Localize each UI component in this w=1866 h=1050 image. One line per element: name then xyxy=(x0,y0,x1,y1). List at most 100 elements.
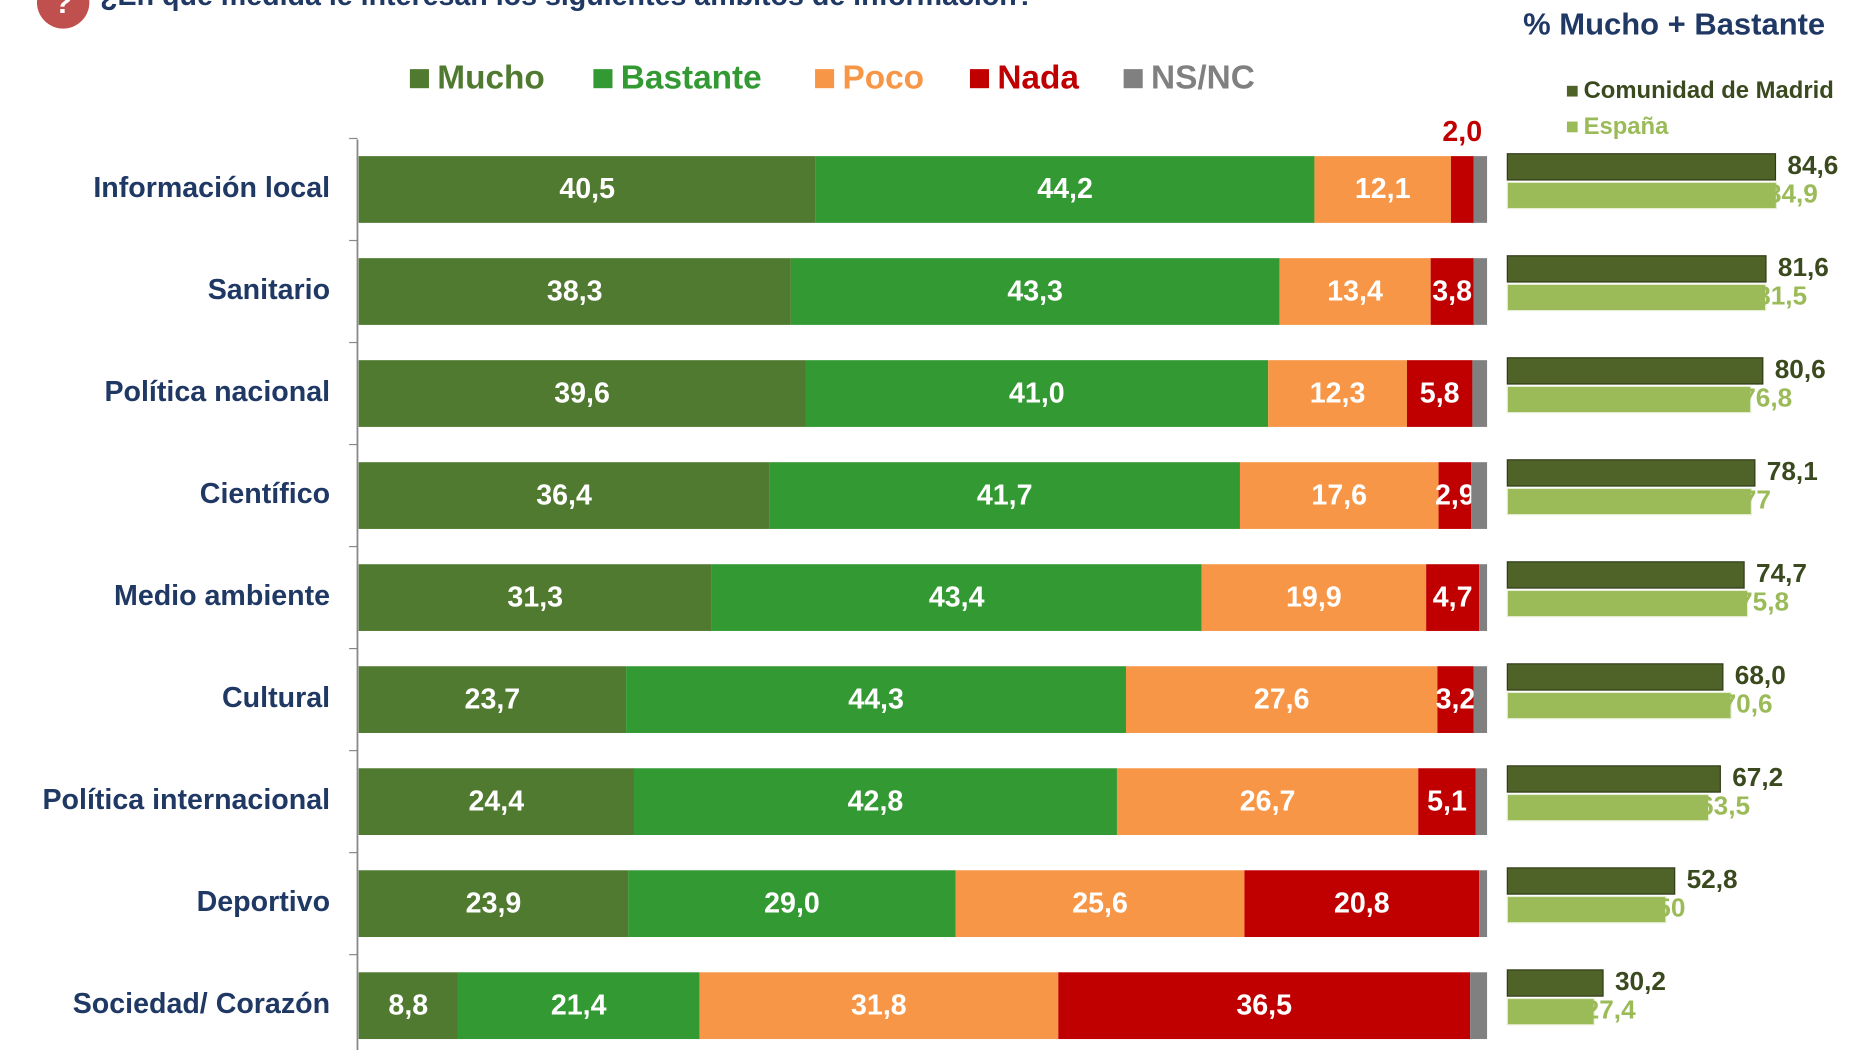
data-label: 70,6 xyxy=(1722,688,1773,718)
category-label: Científico xyxy=(200,478,330,510)
data-label: 81,6 xyxy=(1778,252,1829,282)
bar xyxy=(1506,867,1676,895)
bar xyxy=(1506,561,1745,589)
data-label: 75,8 xyxy=(1738,586,1789,616)
bar-segment xyxy=(1471,462,1488,529)
data-label: 41,7 xyxy=(977,479,1033,511)
data-label: 23,9 xyxy=(466,887,522,919)
data-label: 81,5 xyxy=(1756,280,1807,310)
data-label: 3,8 xyxy=(1432,275,1472,307)
data-label: 63,5 xyxy=(1699,791,1750,821)
data-label: 77 xyxy=(1742,484,1771,514)
bar-segment xyxy=(628,870,956,938)
data-label: 42,8 xyxy=(848,785,904,817)
data-label: 67,2 xyxy=(1732,762,1783,792)
data-label: 38,3 xyxy=(547,275,603,307)
bar-segment xyxy=(1201,564,1427,631)
bar-segment xyxy=(1470,972,1488,1040)
data-label: 76,8 xyxy=(1741,382,1792,412)
bar-segment xyxy=(955,870,1245,938)
bar-segment xyxy=(626,666,1126,733)
category-label: Política nacional xyxy=(104,376,330,408)
bar-segment xyxy=(1239,462,1439,529)
legend-label: Nada xyxy=(997,60,1079,97)
data-label: 80,6 xyxy=(1775,354,1826,384)
bar-segment xyxy=(358,156,816,223)
legend-swatch xyxy=(409,69,429,89)
legend-swatch xyxy=(969,69,990,89)
data-label: 44,2 xyxy=(1037,173,1093,205)
bar xyxy=(1506,283,1767,312)
data-label: 43,4 xyxy=(929,581,985,613)
bar-segment xyxy=(1450,156,1474,223)
bar-segment xyxy=(633,768,1117,835)
data-label: 39,6 xyxy=(554,377,610,409)
data-label: 26,7 xyxy=(1240,785,1296,817)
bar-segment xyxy=(1268,360,1407,427)
bar-segment xyxy=(790,258,1280,325)
data-label: 19,9 xyxy=(1286,581,1342,613)
data-label: 17,6 xyxy=(1311,479,1367,511)
bar xyxy=(1506,793,1710,822)
data-label: 25,6 xyxy=(1072,887,1128,919)
bar-segment xyxy=(358,768,634,835)
bar-segment xyxy=(1473,156,1488,223)
bar xyxy=(1506,663,1724,691)
bar-segment xyxy=(358,666,627,733)
data-label: 27,4 xyxy=(1585,995,1636,1025)
legend-label: España xyxy=(1584,113,1669,140)
data-label: 44,3 xyxy=(848,683,904,715)
bar-segment xyxy=(457,972,700,1040)
data-label: 2,0 xyxy=(1442,116,1482,148)
legend-swatch xyxy=(1566,121,1578,133)
data-label: 2,9 xyxy=(1435,479,1475,511)
data-label: 5,1 xyxy=(1427,785,1467,817)
data-label: 13,4 xyxy=(1327,275,1383,307)
bar-segment xyxy=(358,972,458,1040)
bar-segment xyxy=(1426,564,1480,631)
bar-segment xyxy=(1475,768,1488,835)
bar-segment xyxy=(1479,564,1488,631)
data-label: 74,7 xyxy=(1756,558,1807,588)
data-label: 41,0 xyxy=(1009,377,1065,409)
bar xyxy=(1506,153,1777,181)
data-label: 30,2 xyxy=(1615,966,1666,996)
legend-label: Poco xyxy=(842,60,924,97)
bar xyxy=(1506,691,1732,720)
category-label: Información local xyxy=(93,172,330,204)
bar-segment xyxy=(358,258,791,325)
data-label: 23,7 xyxy=(465,683,521,715)
data-label: 8,8 xyxy=(388,989,428,1021)
legend-swatch xyxy=(815,69,835,89)
bar-segment xyxy=(358,564,712,631)
data-label: 43,3 xyxy=(1007,275,1063,307)
bar xyxy=(1506,357,1764,385)
category-label: Sanitario xyxy=(208,274,330,306)
bar xyxy=(1506,969,1604,997)
bar xyxy=(1506,181,1778,210)
legend-swatch xyxy=(1123,69,1143,89)
data-label: 12,3 xyxy=(1310,377,1366,409)
data-label: 84,9 xyxy=(1767,178,1818,208)
data-label: 84,6 xyxy=(1787,150,1838,180)
data-label: 78,1 xyxy=(1767,456,1818,486)
bar-segment xyxy=(1125,666,1438,733)
bar xyxy=(1506,487,1752,516)
bar xyxy=(1506,255,1767,283)
chart-title: ¿En qué medida le interesan los siguient… xyxy=(100,0,1034,12)
data-label: 31,8 xyxy=(851,989,907,1021)
bar-segment xyxy=(1479,870,1488,938)
bar-segment xyxy=(358,462,770,529)
data-label: 36,5 xyxy=(1236,989,1292,1021)
data-label: 20,8 xyxy=(1334,887,1390,919)
category-label: Deportivo xyxy=(197,886,330,918)
category-label: Cultural xyxy=(222,682,330,714)
legend-label: Comunidad de Madrid xyxy=(1584,77,1834,104)
data-label: 68,0 xyxy=(1735,660,1786,690)
bar-segment xyxy=(769,462,1240,529)
legend-swatch xyxy=(1566,85,1578,97)
bar-segment xyxy=(1473,666,1488,733)
question-icon xyxy=(36,0,90,29)
bar-segment xyxy=(1244,870,1480,938)
